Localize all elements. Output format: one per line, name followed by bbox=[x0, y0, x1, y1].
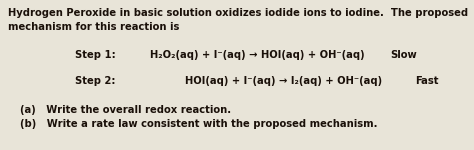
Text: (a)   Write the overall redox reaction.: (a) Write the overall redox reaction. bbox=[20, 105, 231, 115]
Text: Slow: Slow bbox=[390, 50, 417, 60]
Text: mechanism for this reaction is: mechanism for this reaction is bbox=[8, 22, 179, 32]
Text: Step 2:: Step 2: bbox=[75, 76, 116, 86]
Text: Step 1:: Step 1: bbox=[75, 50, 116, 60]
Text: H₂O₂(aq) + I⁻(aq) → HOI(aq) + OH⁻(aq): H₂O₂(aq) + I⁻(aq) → HOI(aq) + OH⁻(aq) bbox=[150, 50, 365, 60]
Text: HOI(aq) + I⁻(aq) → I₂(aq) + OH⁻(aq): HOI(aq) + I⁻(aq) → I₂(aq) + OH⁻(aq) bbox=[185, 76, 382, 86]
Text: Hydrogen Peroxide in basic solution oxidizes iodide ions to iodine.  The propose: Hydrogen Peroxide in basic solution oxid… bbox=[8, 8, 468, 18]
Text: (b)   Write a rate law consistent with the proposed mechanism.: (b) Write a rate law consistent with the… bbox=[20, 119, 377, 129]
Text: Fast: Fast bbox=[415, 76, 438, 86]
